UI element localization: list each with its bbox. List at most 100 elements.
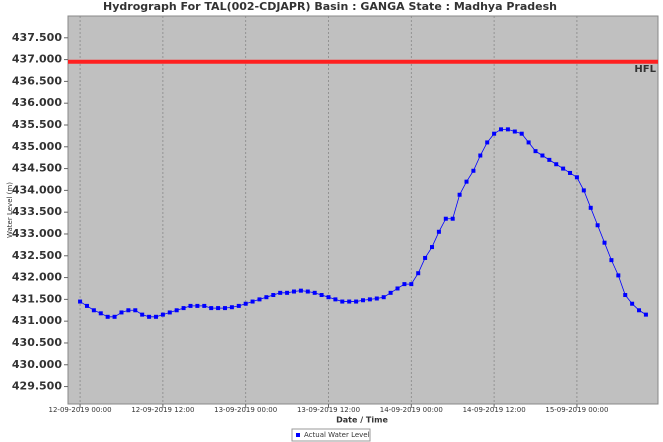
data-point (395, 286, 400, 291)
data-point (595, 223, 600, 228)
data-point (471, 168, 476, 173)
y-tick-label: 430.000 (12, 358, 62, 371)
legend-box (291, 428, 371, 442)
data-point (305, 289, 310, 294)
y-tick-label: 431.500 (12, 292, 62, 305)
data-point (340, 299, 345, 304)
x-tick-label: 15-09-2019 00:00 (545, 406, 608, 414)
reference-label: HFL (634, 64, 656, 75)
data-point (250, 299, 255, 304)
data-point (78, 299, 83, 304)
y-tick-label: 436.500 (12, 74, 62, 87)
data-point (174, 308, 179, 313)
data-point (167, 310, 172, 315)
data-point (216, 306, 221, 311)
data-point (195, 303, 200, 308)
data-point (457, 192, 462, 197)
data-point (354, 299, 359, 304)
data-point (630, 301, 635, 306)
data-point (278, 290, 283, 295)
data-point (367, 297, 372, 302)
data-point (181, 306, 186, 311)
data-point (188, 303, 193, 308)
data-point (388, 290, 393, 295)
y-tick-label: 433.500 (12, 205, 62, 218)
data-point (512, 129, 517, 134)
plot-area (67, 15, 659, 405)
data-point (443, 216, 448, 221)
data-point (478, 153, 483, 158)
data-point (347, 299, 352, 304)
data-point (264, 295, 269, 300)
data-point (492, 131, 497, 136)
data-point (285, 290, 290, 295)
data-point (119, 310, 124, 315)
y-tick-label: 435.500 (12, 118, 62, 131)
data-point (222, 306, 227, 311)
y-tick-label: 437.000 (12, 53, 62, 66)
data-point (588, 205, 593, 210)
data-point (643, 312, 648, 317)
data-point (271, 293, 276, 298)
data-point (499, 127, 504, 132)
data-point (533, 149, 538, 154)
y-tick-label: 435.000 (12, 140, 62, 153)
data-point (291, 289, 296, 294)
data-point (526, 140, 531, 145)
data-point (540, 153, 545, 158)
data-point (140, 312, 145, 317)
y-tick-label: 433.000 (12, 227, 62, 240)
data-point (333, 297, 338, 302)
y-tick-label: 432.500 (12, 249, 62, 262)
x-tick-label: 14-09-2019 12:00 (463, 406, 526, 414)
data-point (257, 297, 262, 302)
data-point (105, 314, 110, 319)
data-point (91, 308, 96, 313)
y-tick-label: 434.500 (12, 162, 62, 175)
data-point (616, 273, 621, 278)
data-point (98, 311, 103, 316)
data-point (602, 240, 607, 245)
data-point (361, 298, 365, 303)
data-point (409, 282, 414, 287)
data-point (202, 303, 207, 308)
data-point (561, 166, 566, 171)
data-point (160, 312, 165, 317)
data-point (312, 290, 317, 295)
data-point (505, 127, 510, 132)
data-point (298, 288, 303, 293)
data-point (133, 308, 138, 313)
y-tick-label: 434.000 (12, 183, 62, 196)
data-point (568, 170, 573, 175)
data-point (574, 175, 579, 180)
data-point (402, 282, 407, 287)
y-tick-label: 431.000 (12, 314, 62, 327)
data-point (609, 258, 614, 263)
data-point (637, 308, 642, 313)
y-tick-label: 436.000 (12, 96, 62, 109)
legend-label: Actual Water Level (304, 431, 370, 439)
x-tick-label: 14-09-2019 00:00 (380, 406, 443, 414)
x-axis-label: Date / Time (336, 416, 388, 425)
y-tick-label: 432.000 (12, 271, 62, 284)
data-point (209, 306, 214, 311)
data-point (326, 295, 331, 300)
y-tick-label: 430.500 (12, 336, 62, 349)
x-tick-label: 12-09-2019 12:00 (131, 406, 194, 414)
y-tick-label: 437.500 (12, 31, 62, 44)
data-point (430, 245, 435, 250)
data-point (126, 308, 131, 313)
legend-swatch (296, 433, 300, 437)
data-point (436, 229, 441, 234)
data-point (381, 295, 386, 300)
data-point (153, 314, 158, 319)
y-axis-label: Water Level (m) (6, 182, 14, 238)
data-point (485, 140, 490, 145)
data-point (464, 179, 469, 184)
data-point (519, 131, 524, 136)
data-point (147, 314, 152, 319)
data-point (450, 216, 455, 221)
x-tick-label: 13-09-2019 00:00 (214, 406, 277, 414)
data-point (229, 305, 234, 310)
